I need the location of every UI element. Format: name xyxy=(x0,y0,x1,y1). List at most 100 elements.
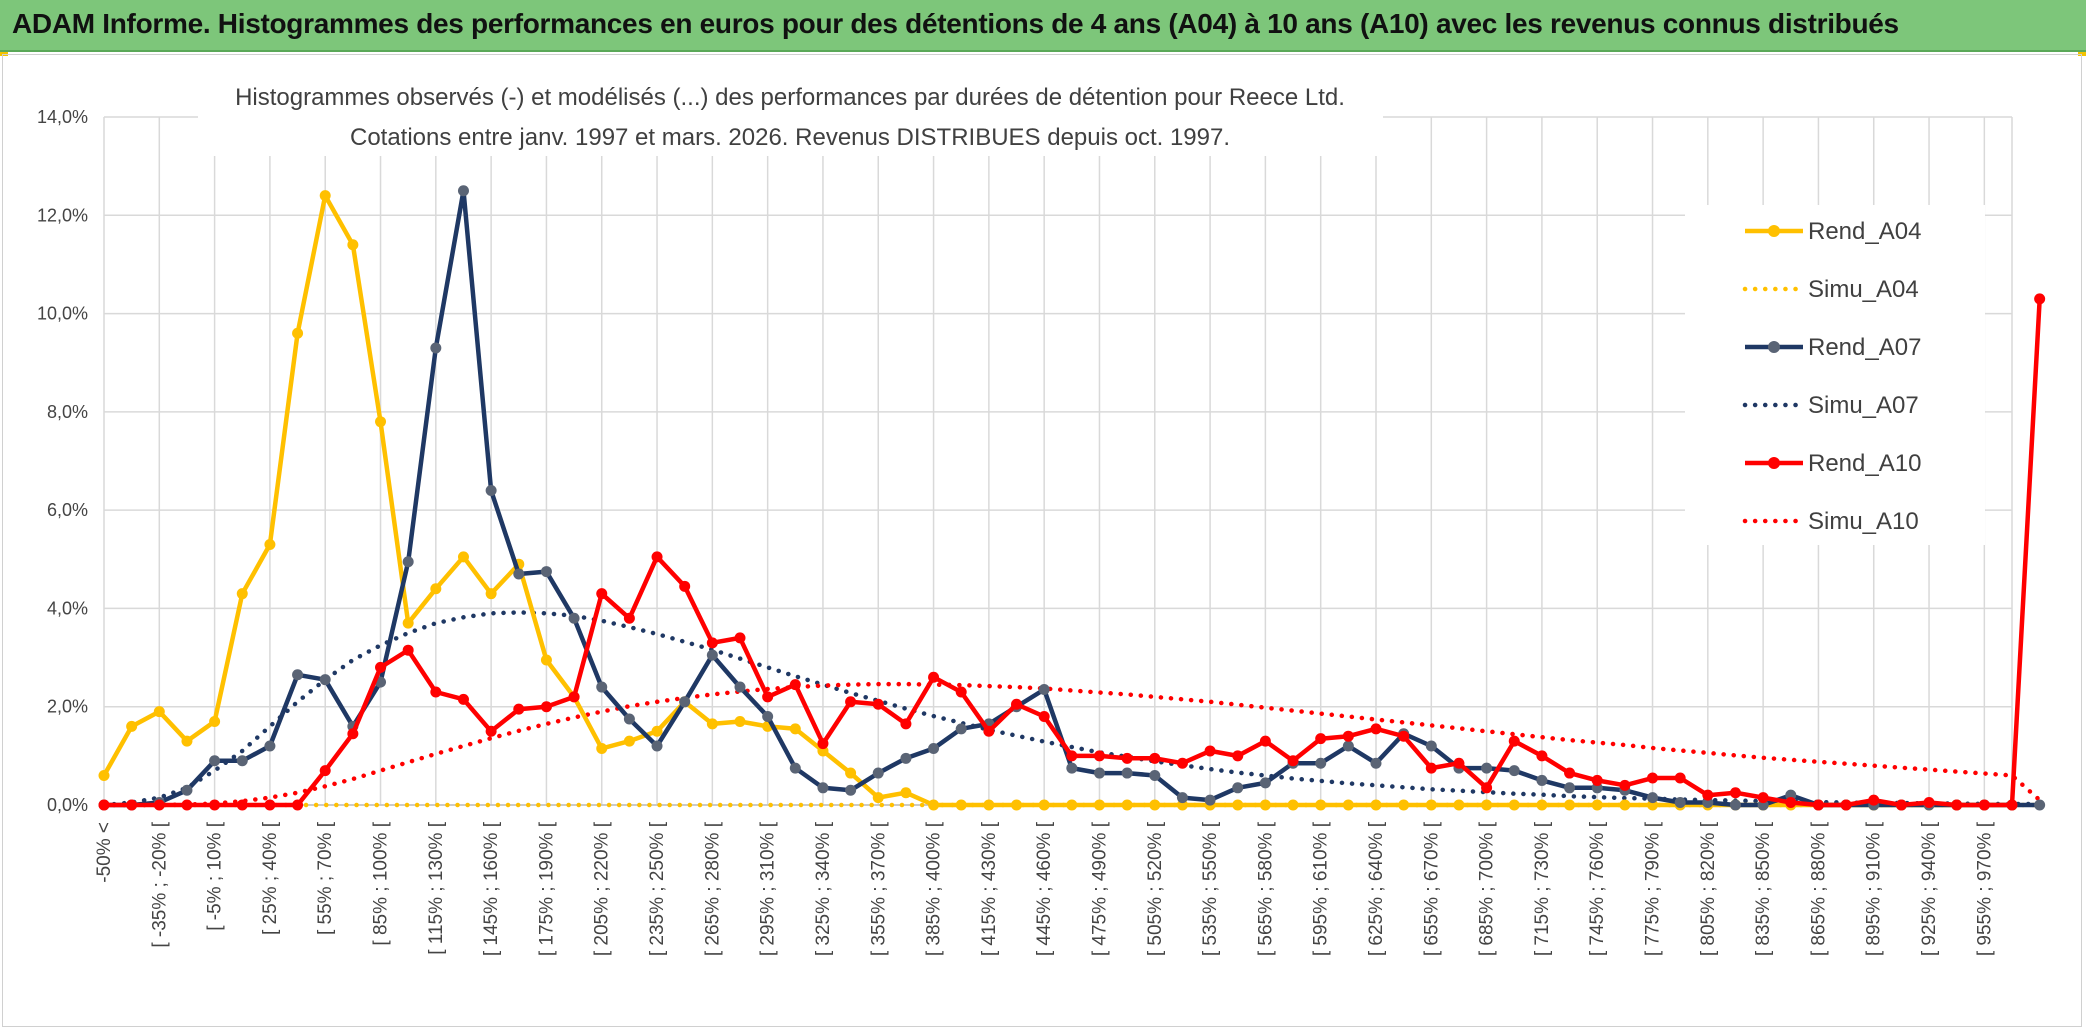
data-point-rend-a10 xyxy=(1342,730,1354,742)
data-point-rend-a07 xyxy=(209,755,221,767)
legend-background xyxy=(1685,205,1985,545)
data-point-rend-a04 xyxy=(955,799,967,811)
data-point-rend-a10 xyxy=(1121,752,1133,764)
data-point-rend-a10 xyxy=(1536,750,1548,762)
data-point-rend-a07 xyxy=(2034,799,2046,811)
data-point-rend-a04 xyxy=(1425,799,1437,811)
data-point-rend-a10 xyxy=(1259,735,1271,747)
legend-marker-rend-a04 xyxy=(1768,225,1780,237)
data-point-rend-a10 xyxy=(1840,799,1852,811)
data-point-rend-a04 xyxy=(485,588,497,600)
data-point-rend-a10 xyxy=(1066,750,1078,762)
data-point-rend-a10 xyxy=(651,551,663,563)
y-tick-label: 12,0% xyxy=(37,205,88,225)
data-point-rend-a04 xyxy=(126,720,138,732)
data-point-rend-a10 xyxy=(1868,794,1880,806)
data-point-rend-a10 xyxy=(402,644,414,656)
data-point-rend-a07 xyxy=(513,568,525,580)
legend-label-simu-a07: Simu_A07 xyxy=(1808,392,1919,419)
y-tick-label: 4,0% xyxy=(47,598,88,618)
data-point-rend-a04 xyxy=(1481,799,1493,811)
data-point-rend-a07 xyxy=(762,711,774,723)
data-point-rend-a04 xyxy=(1066,799,1078,811)
x-tick-label: [ 535% ; 550% [ xyxy=(1200,821,1221,956)
data-point-rend-a04 xyxy=(789,723,801,735)
data-point-rend-a10 xyxy=(1619,779,1631,791)
data-point-rend-a04 xyxy=(457,551,469,563)
y-tick-label: 0,0% xyxy=(47,795,88,815)
data-point-rend-a10 xyxy=(845,696,857,708)
banner-accent-right xyxy=(2078,52,2086,56)
x-tick-label: [ 205% ; 220% [ xyxy=(592,821,613,956)
x-tick-label: [ 115% ; 130% [ xyxy=(426,821,447,954)
data-point-rend-a07 xyxy=(540,566,552,578)
data-point-rend-a10 xyxy=(375,661,387,673)
x-tick-label: [ 145% ; 160% [ xyxy=(481,821,502,956)
legend-marker-rend-a07 xyxy=(1768,341,1780,353)
data-point-rend-a07 xyxy=(319,674,331,686)
data-point-rend-a07 xyxy=(1093,767,1105,779)
x-tick-label: [ 895% ; 910% [ xyxy=(1864,821,1885,956)
y-axis-ticks: 0,0% 2,0% 4,0% 6,0% 8,0% 10,0% 12,0% 14,0% xyxy=(37,107,88,815)
data-point-rend-a07 xyxy=(1508,765,1520,777)
chart-title-background xyxy=(198,76,1383,156)
data-point-rend-a10 xyxy=(762,691,774,703)
data-point-rend-a07 xyxy=(1729,799,1741,811)
legend: Rend_A04 Simu_A04 Rend_A07 Simu_A07 Rend_A10… xyxy=(1685,205,1985,545)
x-tick-label: [ 835% ; 850% [ xyxy=(1753,821,1774,956)
data-point-rend-a10 xyxy=(457,693,469,705)
data-point-rend-a10 xyxy=(1757,792,1769,804)
x-tick-label: [ 685% ; 700% [ xyxy=(1477,821,1498,956)
x-tick-label: [ 415% ; 430% [ xyxy=(979,821,1000,956)
data-point-rend-a04 xyxy=(1149,799,1161,811)
data-point-rend-a07 xyxy=(1370,757,1382,769)
data-point-rend-a04 xyxy=(1121,799,1133,811)
data-point-rend-a04 xyxy=(1287,799,1299,811)
data-point-rend-a04 xyxy=(1453,799,1465,811)
x-tick-label: [ 85% ; 100% [ xyxy=(371,821,392,945)
data-point-rend-a10 xyxy=(596,588,608,600)
data-point-rend-a04 xyxy=(375,416,387,428)
data-point-rend-a10 xyxy=(1176,757,1188,769)
data-point-rend-a07 xyxy=(1204,794,1216,806)
x-tick-label: [ 325% ; 340% [ xyxy=(813,821,834,956)
chart-title-line-1: Histogrammes observés (-) et modélisés (… xyxy=(235,84,1345,111)
legend-label-rend-a10: Rend_A10 xyxy=(1808,450,1921,477)
data-point-rend-a10 xyxy=(126,799,138,811)
data-point-rend-a04 xyxy=(900,787,912,799)
data-point-rend-a04 xyxy=(928,799,940,811)
data-point-rend-a10 xyxy=(706,637,718,649)
x-tick-label: [ 715% ; 730% [ xyxy=(1532,821,1553,956)
data-point-rend-a10 xyxy=(98,799,110,811)
data-point-rend-a10 xyxy=(209,799,221,811)
data-point-rend-a10 xyxy=(1702,789,1714,801)
data-point-rend-a04 xyxy=(872,792,884,804)
data-point-rend-a07 xyxy=(1121,767,1133,779)
data-point-rend-a10 xyxy=(817,738,829,750)
data-point-rend-a04 xyxy=(292,327,304,339)
data-point-rend-a07 xyxy=(789,762,801,774)
x-axis-ticks: -50% < [ -35% ; -20% [[ -5% ; 10% [[ 25% … xyxy=(94,821,1995,956)
data-point-rend-a07 xyxy=(817,782,829,794)
x-tick-label: [ 745% ; 760% [ xyxy=(1587,821,1608,956)
data-point-rend-a07 xyxy=(181,784,193,796)
x-tick-label: [ 865% ; 880% [ xyxy=(1808,821,1829,956)
data-point-rend-a10 xyxy=(1398,730,1410,742)
data-point-rend-a07 xyxy=(292,669,304,681)
data-point-rend-a10 xyxy=(430,686,442,698)
data-point-rend-a07 xyxy=(679,696,691,708)
data-point-rend-a07 xyxy=(1564,782,1576,794)
data-point-rend-a10 xyxy=(1093,750,1105,762)
data-point-rend-a07 xyxy=(845,784,857,796)
data-point-rend-a07 xyxy=(1315,757,1327,769)
data-point-rend-a07 xyxy=(872,767,884,779)
series-lines xyxy=(98,185,2046,811)
y-tick-label: 2,0% xyxy=(47,697,88,717)
data-point-rend-a10 xyxy=(900,718,912,730)
data-point-rend-a10 xyxy=(1011,698,1023,710)
x-tick-label: [ -5% ; 10% [ xyxy=(205,821,226,930)
legend-label-simu-a10: Simu_A10 xyxy=(1808,508,1919,535)
data-point-rend-a04 xyxy=(845,767,857,779)
y-tick-label: 6,0% xyxy=(47,500,88,520)
data-point-rend-a04 xyxy=(1536,799,1548,811)
